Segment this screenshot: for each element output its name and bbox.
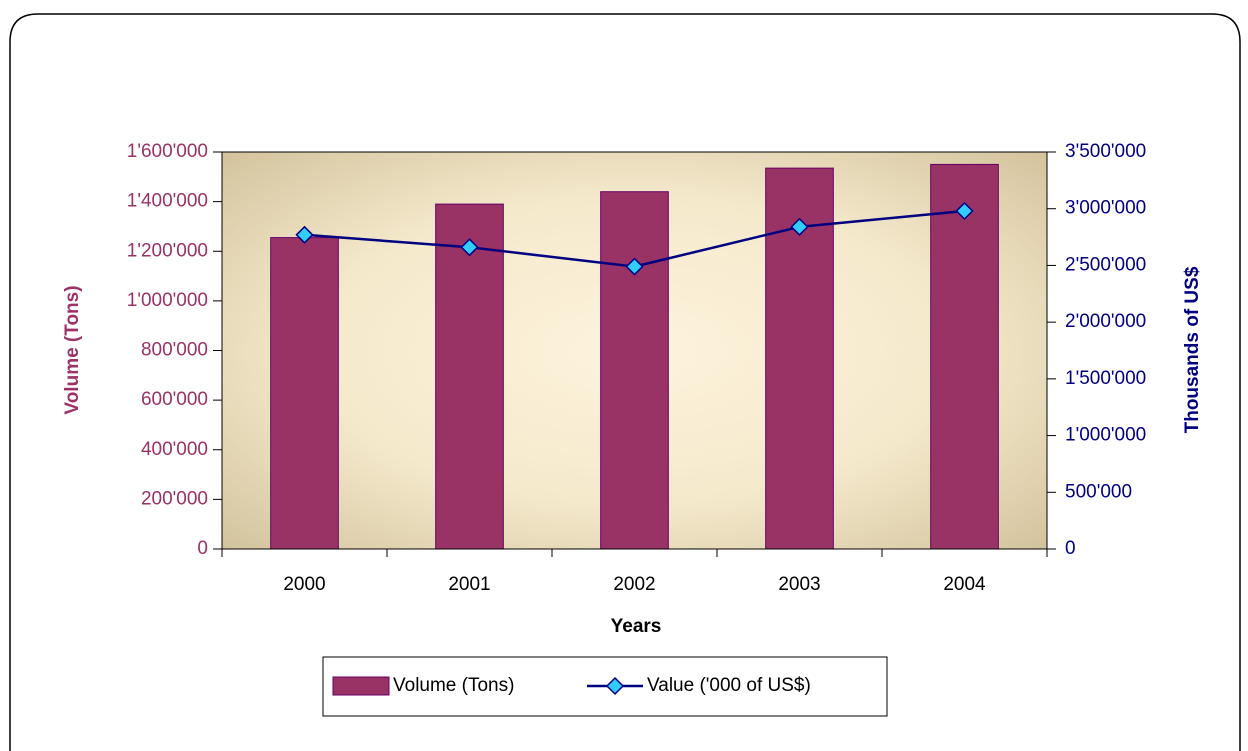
chart-frame [9,13,1241,751]
y-tick-label: 800'000 [141,340,208,361]
y2-tick-label: 2'000'000 [1065,311,1146,332]
x-tick-label: 2000 [283,574,325,595]
x-tick-label: 2003 [778,574,820,595]
y2-tick-label: 1'500'000 [1065,368,1146,389]
x-axis-title: Years [611,616,662,637]
legend-label: Value ('000 of US$) [647,675,811,696]
y2-tick-label: 2'500'000 [1065,254,1146,275]
y2-axis-title: Thousands of US$ [1182,266,1203,433]
marker [790,217,809,236]
y2-tick-label: 500'000 [1065,481,1132,502]
x-tick-label: 2004 [943,574,986,595]
y-tick-label: 1'400'000 [127,191,208,212]
y-tick-label: 200'000 [141,488,208,509]
y-tick-label: 600'000 [141,389,208,410]
y2-tick-label: 1'000'000 [1065,425,1146,446]
marker [955,201,974,221]
plot-border [221,151,1048,550]
legend-label: Volume (Tons) [393,675,514,696]
marker [295,225,314,244]
y-tick-label: 0 [197,538,208,559]
y-tick-label: 1'200'000 [127,240,208,261]
y2-tick-label: 3'000'000 [1065,198,1146,219]
y2-tick-label: 3'500'000 [1065,141,1146,162]
x-tick-label: 2001 [448,574,490,595]
x-tick-label: 2002 [613,574,655,595]
y-tick-label: 1'000'000 [127,290,208,311]
legend-marker [605,676,625,696]
bar [270,237,339,550]
y-tick-label: 1'600'000 [127,141,208,162]
marker [460,238,479,257]
marker [625,257,644,276]
bar [600,191,669,550]
y-tick-label: 400'000 [141,439,208,460]
y2-tick-label: 0 [1065,538,1076,559]
bar [930,163,999,550]
bar [435,203,504,550]
legend-swatch [332,676,390,696]
y-axis-title: Volume (Tons) [62,285,83,414]
